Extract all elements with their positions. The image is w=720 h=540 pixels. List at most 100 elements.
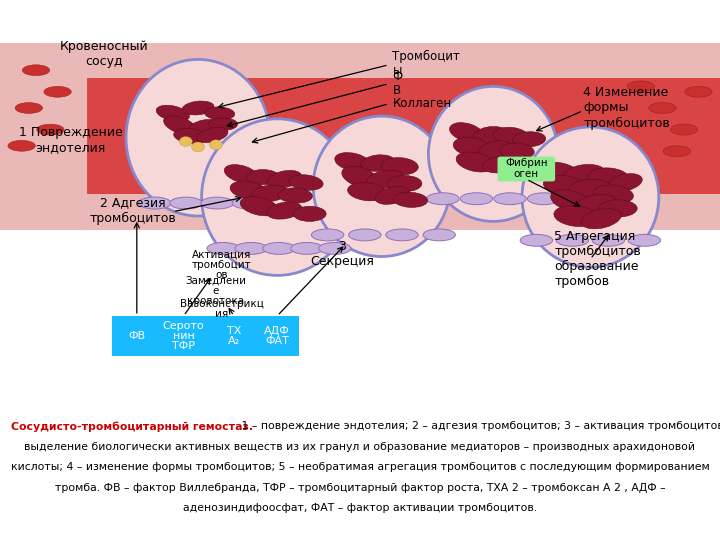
Ellipse shape bbox=[478, 141, 513, 159]
Ellipse shape bbox=[581, 208, 621, 229]
Text: Фибрин
оген: Фибрин оген bbox=[505, 158, 548, 179]
Ellipse shape bbox=[44, 86, 71, 97]
Ellipse shape bbox=[454, 137, 490, 157]
Ellipse shape bbox=[252, 185, 288, 201]
Ellipse shape bbox=[293, 206, 326, 221]
Bar bbox=[0, 43, 720, 78]
Ellipse shape bbox=[551, 190, 591, 212]
Ellipse shape bbox=[313, 116, 450, 256]
Text: ТХ
А₂: ТХ А₂ bbox=[227, 326, 241, 347]
Ellipse shape bbox=[423, 229, 455, 241]
Ellipse shape bbox=[22, 65, 50, 76]
Ellipse shape bbox=[386, 229, 418, 241]
Text: АДФ
ФАТ: АДФ ФАТ bbox=[264, 326, 290, 347]
Ellipse shape bbox=[381, 158, 418, 175]
Ellipse shape bbox=[428, 86, 558, 221]
Ellipse shape bbox=[527, 193, 560, 205]
Ellipse shape bbox=[342, 166, 378, 188]
Ellipse shape bbox=[375, 187, 410, 204]
Ellipse shape bbox=[267, 202, 302, 219]
Ellipse shape bbox=[588, 168, 629, 186]
Text: ФВ: ФВ bbox=[128, 332, 145, 341]
Text: выделение биологически активных веществ из их гранул и образование медиаторов – : выделение биологически активных веществ … bbox=[24, 442, 696, 452]
Bar bbox=[112, 316, 299, 356]
Ellipse shape bbox=[500, 143, 534, 159]
Text: Ф
В: Ф В bbox=[392, 70, 402, 97]
Ellipse shape bbox=[312, 229, 344, 241]
Ellipse shape bbox=[174, 129, 208, 144]
Ellipse shape bbox=[556, 234, 589, 246]
Ellipse shape bbox=[554, 206, 598, 226]
Ellipse shape bbox=[593, 185, 634, 204]
Ellipse shape bbox=[367, 170, 403, 188]
Ellipse shape bbox=[592, 234, 625, 246]
Ellipse shape bbox=[278, 188, 312, 203]
Ellipse shape bbox=[544, 176, 587, 197]
Ellipse shape bbox=[170, 197, 202, 209]
Text: 4 Изменение
формы
тромбоцитов: 4 Изменение формы тромбоцитов bbox=[583, 86, 670, 130]
FancyBboxPatch shape bbox=[498, 157, 555, 181]
Ellipse shape bbox=[289, 175, 323, 190]
Ellipse shape bbox=[501, 160, 536, 175]
Ellipse shape bbox=[139, 197, 171, 209]
Text: 1 – повреждение эндотелия; 2 – адгезия тромбоцитов; 3 – активация тромбоцитов,: 1 – повреждение эндотелия; 2 – адгезия т… bbox=[238, 421, 720, 431]
Ellipse shape bbox=[182, 101, 214, 115]
Text: Сосудисто-тромбоцитарный гемостаз.: Сосудисто-тромбоцитарный гемостаз. bbox=[11, 421, 253, 431]
Ellipse shape bbox=[449, 123, 484, 142]
Ellipse shape bbox=[156, 105, 189, 122]
Ellipse shape bbox=[348, 229, 381, 241]
Text: Кровеносный
сосуд: Кровеносный сосуд bbox=[60, 40, 149, 68]
Text: Замедлени
е
кровотока: Замедлени е кровотока bbox=[186, 275, 246, 306]
Ellipse shape bbox=[209, 118, 238, 130]
Ellipse shape bbox=[482, 157, 518, 173]
Ellipse shape bbox=[232, 197, 265, 209]
Bar bbox=[0, 194, 720, 230]
Ellipse shape bbox=[201, 197, 233, 209]
Text: Вазоконстрикц
ия: Вазоконстрикц ия bbox=[180, 299, 264, 319]
Text: 3
Секреция: 3 Секреция bbox=[310, 240, 374, 268]
Text: Активация
тромбоцит
ов: Активация тромбоцит ов bbox=[192, 249, 251, 280]
Ellipse shape bbox=[663, 146, 690, 157]
Text: кислоты; 4 – изменение формы тромбоцитов; 5 – необратимая агрегация тромбоцитов : кислоты; 4 – изменение формы тромбоцитов… bbox=[11, 462, 709, 472]
Ellipse shape bbox=[460, 193, 492, 205]
Ellipse shape bbox=[319, 242, 351, 254]
Ellipse shape bbox=[263, 242, 295, 254]
Text: аденозиндифоосфат, ФАТ – фактор активации тромбоцитов.: аденозиндифоосфат, ФАТ – фактор активаци… bbox=[183, 503, 537, 514]
Ellipse shape bbox=[37, 124, 64, 135]
Ellipse shape bbox=[598, 200, 637, 217]
Ellipse shape bbox=[670, 124, 698, 135]
Ellipse shape bbox=[387, 176, 422, 192]
Ellipse shape bbox=[522, 127, 659, 267]
Ellipse shape bbox=[649, 103, 676, 113]
Text: Тромбоцит
ы: Тромбоцит ы bbox=[392, 50, 460, 77]
Ellipse shape bbox=[627, 81, 654, 92]
Ellipse shape bbox=[163, 116, 197, 134]
Ellipse shape bbox=[335, 153, 371, 171]
Ellipse shape bbox=[192, 142, 204, 152]
Ellipse shape bbox=[179, 137, 192, 146]
Ellipse shape bbox=[210, 140, 222, 150]
Ellipse shape bbox=[8, 140, 35, 151]
Ellipse shape bbox=[291, 242, 323, 254]
Polygon shape bbox=[0, 43, 86, 230]
Ellipse shape bbox=[235, 242, 267, 254]
Ellipse shape bbox=[246, 170, 279, 185]
Ellipse shape bbox=[204, 107, 235, 120]
Ellipse shape bbox=[456, 152, 494, 172]
Ellipse shape bbox=[348, 183, 387, 201]
Text: тромба. ФВ – фактор Виллебранда, ТФР – тромбоцитарный фактор роста, ТХА 2 – тром: тромба. ФВ – фактор Виллебранда, ТФР – т… bbox=[55, 483, 665, 493]
Ellipse shape bbox=[608, 174, 642, 191]
Ellipse shape bbox=[267, 171, 302, 188]
Ellipse shape bbox=[197, 127, 228, 143]
Ellipse shape bbox=[240, 197, 278, 216]
Ellipse shape bbox=[15, 103, 42, 113]
Text: Серото
нин
ТФР: Серото нин ТФР bbox=[163, 321, 204, 352]
Bar bbox=[0, 78, 720, 194]
Ellipse shape bbox=[207, 242, 239, 254]
Ellipse shape bbox=[202, 119, 353, 275]
Ellipse shape bbox=[224, 165, 258, 183]
Ellipse shape bbox=[126, 59, 270, 216]
Ellipse shape bbox=[520, 234, 553, 246]
Text: 1 Повреждение
эндотелия: 1 Повреждение эндотелия bbox=[19, 126, 122, 154]
Ellipse shape bbox=[569, 179, 612, 199]
